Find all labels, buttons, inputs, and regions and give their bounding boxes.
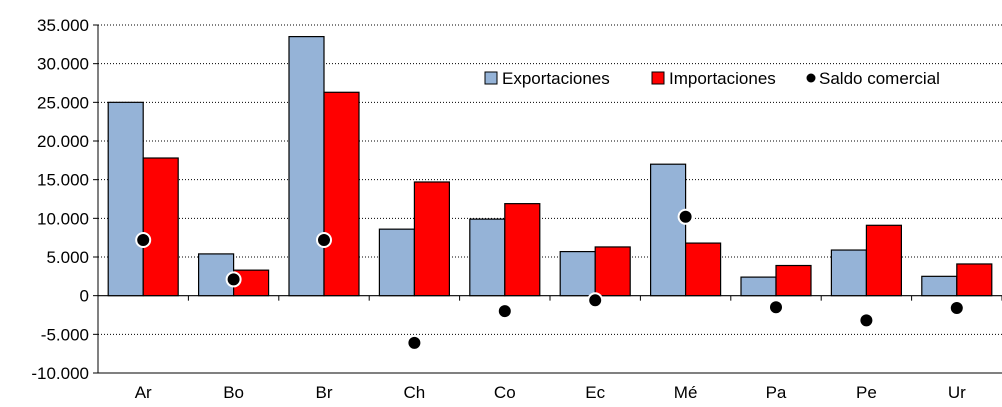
legend-label-importaciones: Importaciones (669, 69, 776, 88)
y-tick-label: 30.000 (37, 55, 89, 74)
x-tick-label: Co (494, 383, 516, 402)
x-tick-label: Br (316, 383, 333, 402)
bar-exportaciones-co (469, 218, 506, 297)
bar-importaciones-ch (413, 181, 450, 297)
y-tick-label: 15.000 (37, 171, 89, 190)
x-tick-label: Bo (223, 383, 244, 402)
y-tick-label: 20.000 (37, 132, 89, 151)
legend: Exportaciones Importaciones Saldo comerc… (484, 69, 940, 88)
x-tick-label: Pe (856, 383, 877, 402)
bar-importaciones-mé (684, 242, 722, 297)
bar-importaciones-ec (594, 246, 631, 297)
x-tick-label: Mé (674, 383, 698, 402)
bar-exportaciones-ur (921, 275, 958, 297)
bar-importaciones-co (504, 203, 541, 297)
bars (107, 35, 993, 297)
y-tick-label: 10.000 (37, 209, 89, 228)
x-tick-labels: Ar Bo Br Ch Co Ec Mé Pa Pe Ur (135, 383, 966, 402)
y-tick-label: -10.000 (31, 364, 89, 383)
x-tick-label: Ar (135, 383, 152, 402)
point-saldo-pe (858, 312, 875, 329)
x-tick-label: Pa (766, 383, 787, 402)
point-saldo-co (496, 303, 513, 320)
x-tick-label: Ch (404, 383, 426, 402)
bar-exportaciones-pa (740, 276, 777, 297)
y-tick-label: -5.000 (41, 325, 89, 344)
bar-exportaciones-mé (649, 163, 687, 297)
legend-label-exportaciones: Exportaciones (502, 69, 610, 88)
bar-importaciones-pe (865, 224, 903, 297)
point-saldo-bo (225, 271, 242, 288)
legend-swatch-exportaciones (484, 71, 498, 85)
bar-importaciones-ur (956, 263, 993, 297)
bar-exportaciones-br (288, 35, 325, 297)
bar-exportaciones-ar (107, 101, 144, 297)
point-saldo-mé (677, 208, 694, 225)
legend-swatch-importaciones (651, 71, 665, 85)
bar-exportaciones-pe (830, 249, 868, 297)
y-tick-label: 5.000 (46, 248, 89, 267)
x-tick-label: Ur (948, 383, 966, 402)
balance-points (135, 208, 965, 351)
y-tick-label: 25.000 (37, 93, 89, 112)
y-tick-label: 0 (80, 287, 89, 306)
point-saldo-pa (768, 299, 784, 316)
legend-marker-saldo-comercial (806, 73, 816, 83)
point-saldo-ar (135, 231, 152, 248)
bar-exportaciones-ec (559, 250, 596, 297)
point-saldo-ur (948, 300, 965, 317)
x-tick-label: Ec (585, 383, 605, 402)
point-saldo-ec (587, 292, 604, 309)
bar-exportaciones-ch (378, 228, 415, 297)
legend-label-saldo-comercial: Saldo comercial (819, 69, 940, 88)
point-saldo-br (316, 231, 332, 248)
bar-importaciones-br (323, 91, 360, 297)
bar-importaciones-ar (142, 157, 179, 297)
y-tick-label: 35.000 (37, 16, 89, 35)
y-tick-labels: -10.000 -5.000 0 5.000 10.000 15.000 20.000 25.… (31, 16, 89, 383)
bar-importaciones-pa (775, 264, 812, 297)
point-saldo-ch (406, 334, 423, 351)
